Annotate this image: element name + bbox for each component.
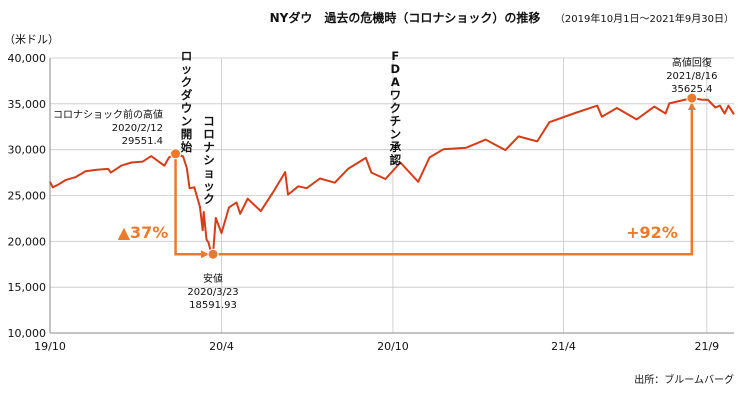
event-label-char: 始 [181, 140, 193, 154]
event-label-char: コ [203, 114, 215, 128]
event-label-char: ク [181, 75, 193, 89]
event-label-char: ウ [181, 101, 193, 115]
event-label-vertical: F D A ワクチン承認 [389, 49, 402, 167]
change-arrows [174, 102, 696, 259]
pre-crash-high-annotation-line: 2020/2/12 [112, 123, 163, 134]
event-label-char: ッ [203, 179, 215, 193]
pre-crash-high-annotation-line: 29551.4 [122, 136, 163, 147]
y-tick-label: 35,000 [8, 98, 47, 111]
event-label-char: ク [203, 192, 215, 206]
series-layer [49, 97, 735, 256]
event-label-vertical: ロックダウン開始 [181, 49, 193, 154]
x-tick-label: 20/4 [209, 340, 234, 353]
dow-series-line [49, 97, 735, 256]
chart-title: NYダウ 過去の危機時（コロナショック）の推移 [270, 10, 541, 25]
y-tick-label: 15,000 [8, 281, 47, 294]
decline-arrow [174, 153, 210, 259]
crash-low-annotation-line: 安値 [203, 272, 223, 285]
event-label-char: ン [390, 127, 402, 141]
recovery-high-annotation: 高値回復 2021/8/16 35625.4 [666, 56, 717, 95]
x-tick-label: 21/9 [694, 340, 719, 353]
event-label-char: ロ [203, 127, 215, 141]
grid-layer [49, 57, 734, 333]
y-axis-unit-label: （米ドル） [4, 33, 59, 46]
marker-layer [170, 92, 698, 260]
event-label-char: ン [181, 114, 193, 128]
event-label-char: 認 [390, 153, 402, 167]
event-label-char: ク [390, 101, 402, 115]
event-label-char: 開 [181, 127, 193, 141]
recovery-percent-label: +92% [626, 223, 678, 242]
pre-crash-high-annotation: コロナショック前の高値 2020/2/12 29551.4 [53, 108, 163, 147]
event-label-char: F [391, 49, 399, 63]
recovery-high-annotation-line: 高値回復 [672, 56, 712, 69]
chart-subtitle: （2019年10月1日〜2021年9月30日） [555, 12, 734, 25]
y-tick-label: 40,000 [8, 52, 47, 65]
event-label-char: ロ [181, 49, 193, 63]
event-label-char: ワ [390, 88, 402, 102]
x-tick-label: 19/10 [34, 340, 66, 353]
y-tick-label: 20,000 [8, 235, 47, 248]
recovery-high-annotation-line: 35625.4 [671, 84, 712, 95]
event-label-char: A [391, 75, 400, 89]
point-marker [170, 148, 182, 160]
point-marker [207, 248, 219, 260]
annotation-layer: ▲37% +92% コロナショック前の高値 2020/2/12 29551.4 安値 202… [53, 49, 717, 311]
pre-crash-high-annotation-line: コロナショック前の高値 [53, 108, 163, 121]
recovery-high-annotation-line: 2021/8/16 [666, 71, 717, 82]
event-label-char: ッ [181, 62, 193, 76]
event-label-char: ナ [203, 140, 215, 154]
crash-low-annotation-line: 18591.93 [189, 300, 237, 311]
event-label-char: ダ [181, 88, 193, 102]
recovery-arrow [213, 102, 696, 256]
crash-low-annotation: 安値 2020/3/23 18591.93 [187, 272, 238, 311]
y-tick-label: 25,000 [8, 190, 47, 203]
event-label-char: シ [203, 153, 215, 167]
event-label-char: D [391, 62, 401, 76]
event-label-char: ョ [203, 166, 215, 180]
y-tick-label: 10,000 [8, 327, 47, 340]
event-label-char: チ [390, 114, 402, 128]
x-tick-label: 20/10 [377, 340, 409, 353]
point-marker [686, 92, 698, 104]
y-tick-label: 30,000 [8, 144, 47, 157]
event-label-char: 承 [389, 140, 402, 154]
event-label-vertical: コロナショック [203, 114, 215, 206]
x-tick-label: 21/4 [551, 340, 576, 353]
axis-layer: 10,000 15,000 20,000 25,000 30,000 35,000 40,0… [8, 52, 734, 353]
source-note: 出所：ブルームバーグ [634, 373, 734, 386]
decline-percent-label: ▲37% [118, 223, 169, 242]
crash-low-annotation-line: 2020/3/23 [187, 287, 238, 298]
